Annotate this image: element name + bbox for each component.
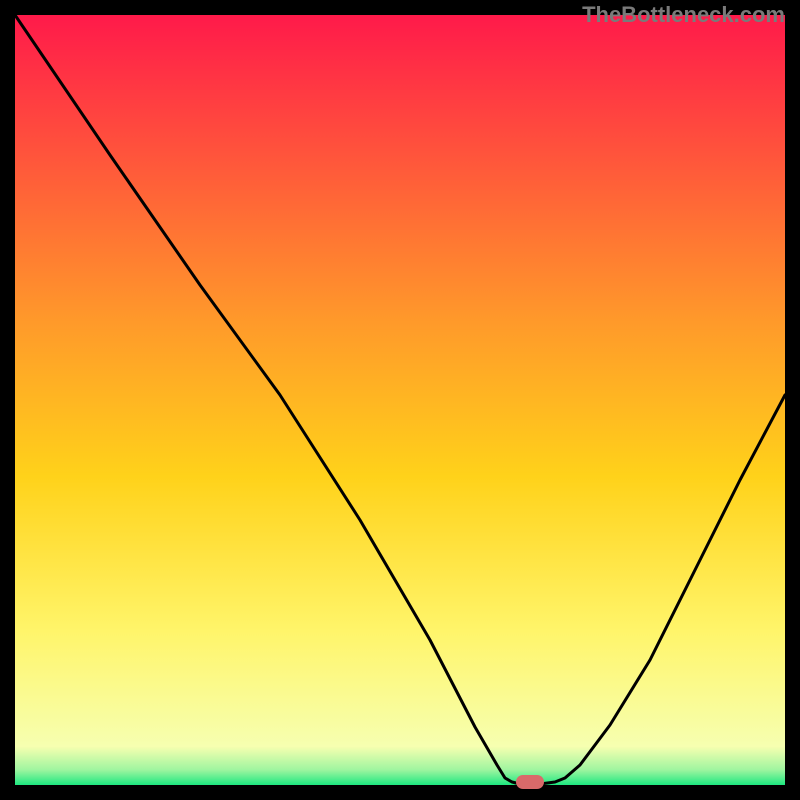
bottleneck-curve-path <box>15 15 785 784</box>
optimal-marker <box>516 775 544 789</box>
plot-area <box>15 15 785 785</box>
watermark-text: TheBottleneck.com <box>582 2 785 28</box>
bottleneck-curve <box>15 15 785 785</box>
chart-frame: TheBottleneck.com <box>0 0 800 800</box>
